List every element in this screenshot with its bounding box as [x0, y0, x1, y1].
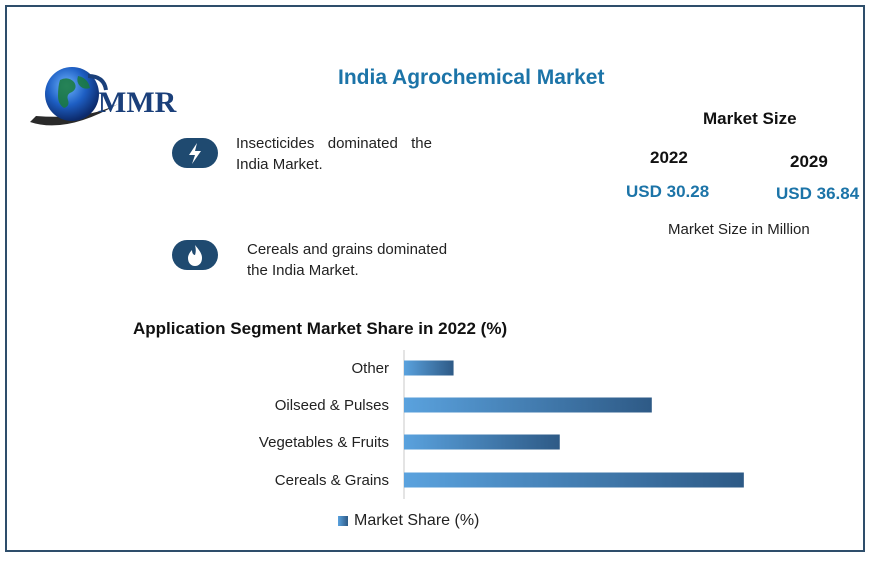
outer-frame — [5, 5, 865, 552]
category-label: Cereals & Grains — [275, 472, 389, 489]
value-2022: USD 30.28 — [626, 182, 710, 201]
lightning-icon — [172, 138, 218, 168]
chart-legend: Market Share (%) — [338, 512, 479, 530]
bar-cereals-grains — [404, 472, 744, 488]
market-size-note: Market Size in Million — [668, 221, 810, 238]
page-title: India Agrochemical Market — [338, 66, 605, 89]
swoosh-shape — [30, 104, 118, 126]
year-2029: 2029 — [790, 152, 828, 171]
category-label: Other — [351, 360, 389, 377]
highlight-insecticides: Insecticides dominated the India Market. — [236, 135, 432, 173]
category-label: Vegetables & Fruits — [259, 434, 389, 451]
legend-swatch — [338, 516, 348, 526]
legend-label: Market Share (%) — [354, 512, 480, 529]
mmr-logo — [30, 67, 118, 126]
bar-vegetables-fruits — [404, 434, 560, 450]
highlight-cereals: Cereals and grains dominated the India M… — [247, 241, 448, 279]
bar-oilseed-pulses — [404, 397, 652, 413]
chart-title: Application Segment Market Share in 2022… — [133, 319, 508, 338]
year-2022: 2022 — [650, 148, 688, 167]
value-2029: USD 36.84 — [776, 184, 860, 203]
logo-text: MMR — [98, 86, 177, 119]
market-size-heading: Market Size — [703, 109, 797, 128]
flame-icon — [172, 240, 218, 270]
bar-other — [404, 360, 454, 376]
category-label: Oilseed & Pulses — [275, 397, 389, 414]
